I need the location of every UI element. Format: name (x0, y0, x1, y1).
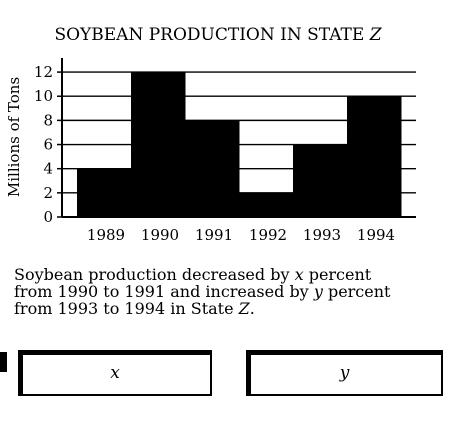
question-line2-a: from 1990 to 1991 and increased by (14, 282, 314, 301)
answer-box-x-label: x (110, 363, 120, 383)
y-tick-label-4: 4 (43, 160, 53, 178)
chart-title-text: SOYBEAN PRODUCTION IN STATE (54, 25, 364, 45)
x-tick-label-1993: 1993 (303, 226, 341, 244)
y-tick-labels: 0 2 4 6 8 10 12 (34, 63, 53, 226)
question-var-z: Z (238, 299, 250, 318)
bar-1990 (131, 72, 186, 217)
y-tick-label-8: 8 (43, 111, 53, 129)
y-tick-label-10: 10 (34, 87, 53, 105)
question-line1-b: percent (303, 265, 372, 284)
answer-box-y-label: y (339, 363, 350, 383)
x-tick-label-1989: 1989 (87, 226, 125, 244)
chart: SOYBEAN PRODUCTION IN STATE Z Millions o… (5, 25, 416, 244)
question-line1-a: Soybean production decreased by (14, 265, 295, 284)
x-tick-label-1991: 1991 (195, 226, 233, 244)
bar-1989 (77, 168, 132, 217)
x-tick-label-1992: 1992 (249, 226, 287, 244)
bars (77, 72, 402, 217)
y-tick-label-0: 0 (43, 208, 53, 226)
question-var-x: x (294, 265, 304, 284)
chart-title-var: Z (369, 25, 383, 45)
bar-1992 (239, 192, 294, 217)
question-line2-b: percent (322, 282, 391, 301)
y-tick-label-6: 6 (43, 136, 53, 154)
answer-box-x[interactable]: x (18, 350, 212, 396)
bar-1991 (185, 120, 240, 217)
question-line3-a: from 1993 to 1994 in State (14, 299, 239, 318)
question-line3-b: . (249, 299, 255, 318)
x-tick-label-1990: 1990 (141, 226, 179, 244)
x-tick-labels: 1989 1990 1991 1992 1993 1994 (87, 226, 395, 244)
bar-1994 (347, 96, 402, 217)
question-var-y: y (313, 282, 323, 301)
bar-1993 (293, 144, 348, 217)
x-tick-label-1994: 1994 (357, 226, 395, 244)
answer-box-y[interactable]: y (246, 350, 443, 396)
edge-marker (0, 352, 7, 372)
question-text: Soybean production decreased by x percen… (14, 266, 454, 317)
chart-title: SOYBEAN PRODUCTION IN STATE Z (54, 25, 382, 45)
y-tick-label-2: 2 (43, 184, 53, 202)
axes (57, 58, 416, 218)
y-axis-label: Millions of Tons (5, 77, 23, 197)
y-tick-label-12: 12 (34, 63, 53, 81)
